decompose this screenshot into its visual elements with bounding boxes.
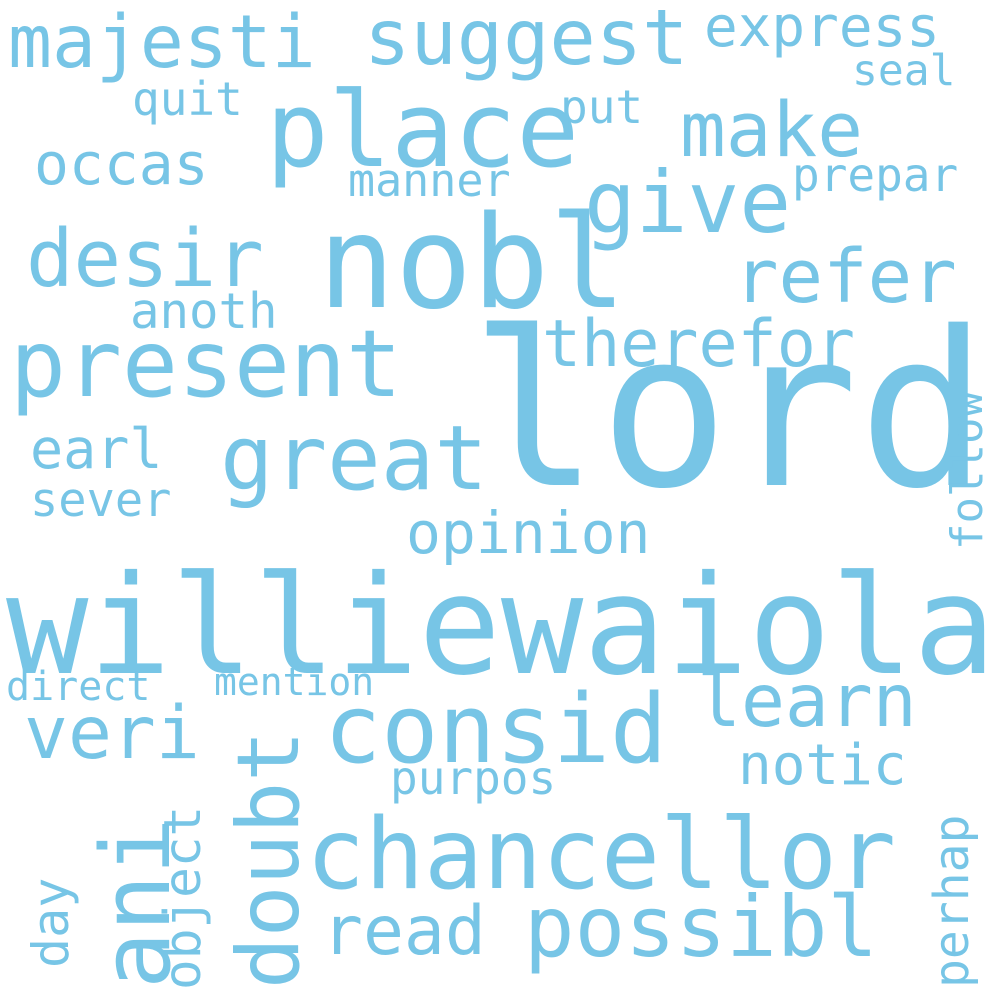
word-present: present (10, 310, 402, 418)
word-mention: mention (214, 660, 375, 704)
word-seal: seal (852, 46, 956, 96)
word-sever: sever (30, 473, 172, 528)
word-read: read (322, 892, 486, 971)
word-possibl: possibl (524, 878, 879, 976)
word-perhap: perhap (924, 814, 980, 988)
word-direct: direct (6, 664, 151, 710)
word-follow: follow (942, 391, 993, 550)
word-express: express (704, 0, 941, 60)
word-therefor: therefor (542, 307, 856, 382)
word-learn: learn (697, 659, 917, 744)
word-suggest: suggest (364, 0, 689, 83)
word-make: make (680, 85, 864, 174)
word-veri: veri (24, 691, 200, 776)
word-purpos: purpos (390, 751, 557, 805)
word-majesti: majesti (8, 0, 316, 85)
word-occas: occas (34, 130, 209, 198)
word-refer: refer (734, 234, 957, 320)
word-quit: quit (132, 72, 243, 126)
word-nobl: nobl (318, 189, 627, 338)
word-lord: lord (470, 285, 988, 536)
word-prepar: prepar (792, 148, 959, 202)
word-chancellor: chancellor (306, 798, 897, 912)
word-great: great (220, 406, 488, 510)
word-give: give (584, 153, 792, 253)
word-place: place (266, 69, 580, 191)
word-anoth: anoth (130, 283, 278, 340)
word-manner: manner (348, 154, 511, 207)
word-notic: notic (738, 733, 907, 798)
word-doubt: doubt (219, 730, 319, 989)
word-object: object (154, 805, 213, 990)
word-consid: consid (324, 675, 668, 785)
word-williewaiola: williewaiola (6, 547, 996, 706)
word-earl: earl (30, 417, 163, 481)
word-opinion: opinion (406, 499, 651, 567)
word-day: day (22, 877, 80, 968)
word-put: put (560, 80, 644, 134)
word-desir: desir (26, 213, 264, 305)
